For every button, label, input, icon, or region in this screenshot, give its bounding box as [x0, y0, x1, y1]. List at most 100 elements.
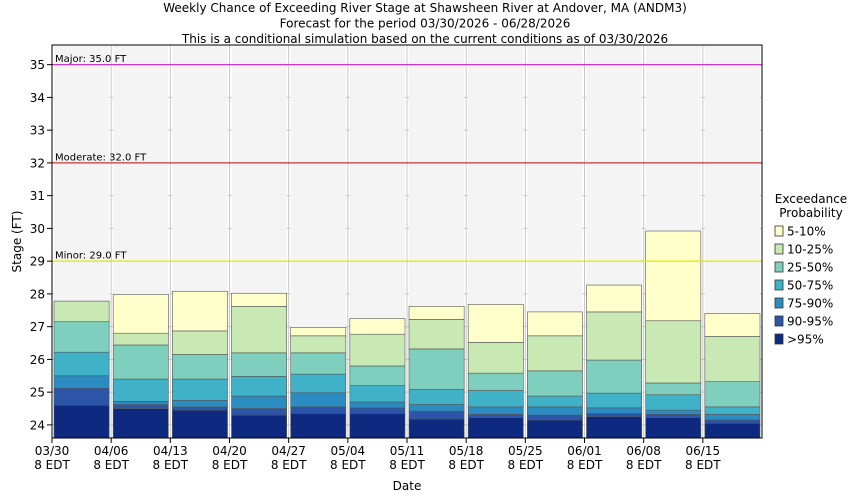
bar-segment [467, 406, 524, 415]
bar-segment [112, 401, 169, 405]
y-tick-label: 26 [30, 353, 45, 367]
y-tick-label: 24 [30, 418, 45, 432]
bar-segment [704, 336, 761, 382]
bar-segment [704, 406, 761, 415]
bar-segment [53, 321, 110, 353]
bar-segment [527, 311, 583, 337]
bar-segment [586, 413, 642, 418]
y-tick-label: 30 [30, 222, 45, 236]
x-tick-time: 8 EDT [448, 458, 484, 472]
y-axis-title: Stage (FT) [10, 211, 24, 273]
bar-segment [586, 407, 642, 414]
bar-segment [467, 372, 524, 391]
bar-segment [112, 378, 169, 402]
x-tick-date: 04/27 [271, 444, 306, 458]
bar-segment [586, 359, 642, 394]
bar-segment [112, 344, 169, 380]
bar-segment [527, 370, 583, 397]
bar-segment [467, 414, 524, 418]
bar-segment [290, 352, 347, 375]
bar-segment [408, 306, 465, 320]
legend-label: >95% [787, 333, 824, 347]
bar-segment [586, 284, 642, 313]
legend-swatch [774, 243, 784, 255]
bar-segment [467, 304, 524, 343]
bar-segment [231, 376, 287, 397]
bar-segment [231, 306, 287, 354]
y-tick-label: 32 [30, 156, 45, 170]
x-tick-date: 06/08 [626, 444, 661, 458]
x-tick-time: 8 EDT [34, 458, 70, 472]
bar-segment [408, 319, 465, 350]
y-tick-label: 33 [30, 124, 45, 138]
x-tick-date: 05/25 [508, 444, 543, 458]
x-tick-time: 8 EDT [626, 458, 662, 472]
bar-segment [408, 348, 465, 390]
bar-segment [704, 414, 761, 421]
bar-segment [349, 333, 406, 367]
bar-segment [408, 418, 465, 439]
bar-segment [231, 408, 287, 416]
bar-segment [172, 400, 228, 408]
bar-segment [645, 382, 702, 396]
bar-segment [231, 414, 287, 439]
x-tick-time: 8 EDT [389, 458, 425, 472]
bar-segment [112, 294, 169, 334]
x-tick-time: 8 EDT [567, 458, 603, 472]
bar-segment [704, 381, 761, 408]
bar-segment [112, 404, 169, 409]
bar-segment [53, 351, 110, 377]
bar-segment [645, 230, 702, 322]
x-tick-time: 8 EDT [271, 458, 307, 472]
x-tick-date: 04/13 [153, 444, 188, 458]
legend-label: 90-95% [787, 315, 833, 329]
bar-segment [527, 406, 583, 416]
x-tick-date: 06/15 [686, 444, 721, 458]
bar-segment [704, 419, 761, 424]
chart-title-block: Weekly Chance of Exceeding River Stage a… [163, 1, 687, 46]
bar-segment [349, 318, 406, 335]
legend-label: 5-10% [787, 225, 826, 239]
x-tick-time: 8 EDT [212, 458, 248, 472]
bar-segment [645, 394, 702, 411]
bar-segment [290, 413, 347, 439]
bar-segment [467, 390, 524, 408]
chart-title-line: Weekly Chance of Exceeding River Stage a… [163, 1, 687, 15]
legend-swatch [774, 261, 784, 273]
bar-segment [172, 409, 228, 439]
bar-segment [53, 404, 110, 439]
x-tick-date: 03/30 [35, 444, 70, 458]
bar-segment [349, 365, 406, 386]
bar-segment [349, 407, 406, 414]
bar-segment [527, 335, 583, 372]
y-tick-label: 31 [30, 189, 45, 203]
y-tick-label: 25 [30, 386, 45, 400]
bar-segment [290, 335, 347, 354]
flood-level-label: Major: 35.0 FT [55, 54, 127, 65]
y-tick-label: 27 [30, 320, 45, 334]
bar-stacks [53, 45, 761, 439]
flood-level-label: Moderate: 32.0 FT [55, 152, 147, 163]
bar-segment [290, 406, 347, 414]
bar-segment [467, 342, 524, 374]
x-tick-date: 05/11 [390, 444, 425, 458]
bar-segment [290, 373, 347, 394]
legend-label: 25-50% [787, 261, 833, 275]
bar-segment [231, 352, 287, 377]
legend-title-line: Probability [779, 206, 842, 220]
legend-title-line: Exceedance [775, 192, 847, 206]
bar-segment [112, 332, 169, 346]
x-tick-time: 8 EDT [508, 458, 544, 472]
bar-segment [527, 419, 583, 439]
y-axis-ticks: 24 25 26 27 28 29 30 31 32 33 34 35 [30, 58, 52, 432]
x-tick-date: 06/01 [567, 444, 602, 458]
bar-segment [527, 395, 583, 408]
y-tick-label: 34 [30, 91, 45, 105]
chart-title-line: This is a conditional simulation based o… [181, 32, 668, 46]
y-tick-label: 29 [30, 255, 45, 269]
flood-level-lines: Major: 35.0 FT Moderate: 32.0 FT Minor: 29… [52, 54, 762, 262]
bar-segment [704, 422, 761, 439]
